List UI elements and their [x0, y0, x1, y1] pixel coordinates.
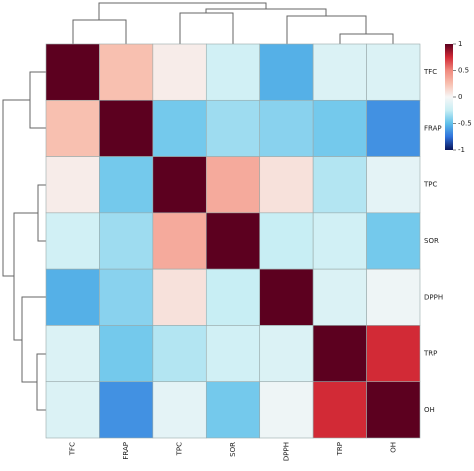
- heatmap-cell: [152, 156, 207, 214]
- heatmap-cell: [259, 325, 314, 383]
- heatmap-cell: [312, 156, 367, 214]
- heatmap-cell: [366, 99, 421, 157]
- x-tick-label: OH: [389, 442, 397, 453]
- heatmap-cell: [45, 99, 100, 157]
- heatmap-cell: [259, 381, 314, 439]
- y-tick-label: SOR: [424, 237, 439, 245]
- heatmap-cell: [312, 43, 367, 101]
- heatmap-cell: [99, 212, 154, 270]
- y-tick-label: FRAP: [424, 124, 442, 132]
- x-tick-label: TFC: [69, 442, 77, 456]
- colorbar-tick-label: 0: [458, 93, 462, 101]
- heatmap-cell: [205, 43, 261, 101]
- x-tick-label: TRP: [336, 442, 344, 456]
- heatmap-cell: [312, 212, 367, 270]
- heatmap-cell: [152, 43, 207, 101]
- heatmap-cell: [312, 381, 367, 439]
- heatmap-cell: [366, 268, 421, 326]
- x-tick-label: TPC: [176, 442, 184, 456]
- colorbar-tick-label: 1: [458, 40, 462, 48]
- heatmap-cell: [45, 325, 100, 383]
- heatmap-cell: [312, 99, 367, 157]
- heatmap-cell: [205, 156, 261, 214]
- heatmap-cell: [259, 43, 314, 101]
- x-tick-label: SOR: [229, 442, 237, 457]
- heatmap-cell: [45, 268, 100, 326]
- heatmap-cell: [366, 381, 421, 439]
- heatmap-cell: [99, 325, 154, 383]
- heatmap-cell: [45, 212, 100, 270]
- colorbar: [445, 44, 453, 150]
- y-tick-label: TPC: [423, 181, 437, 189]
- heatmap-cell: [205, 212, 261, 270]
- heatmap-cell: [152, 99, 207, 157]
- heatmap-cell: [312, 268, 367, 326]
- heatmap-cell: [312, 325, 367, 383]
- x-tick-label: FRAP: [122, 442, 130, 460]
- heatmap-cell: [99, 43, 154, 101]
- heatmap-cell: [366, 43, 421, 101]
- heatmap-cell: [99, 268, 154, 326]
- heatmap-cell: [152, 212, 207, 270]
- colorbar-tick-label: 0.5: [458, 67, 469, 75]
- heatmap-cell: [259, 99, 314, 157]
- colorbar-tick-label: -0.5: [458, 120, 472, 128]
- heatmap-cell: [152, 381, 207, 439]
- heatmap-cell: [366, 212, 421, 270]
- row-dendrogram: [2, 71, 46, 411]
- heatmap-cell: [45, 156, 100, 214]
- heatmap-cell: [152, 325, 207, 383]
- y-tick-label: TFC: [423, 68, 437, 76]
- heatmap-cell: [45, 43, 100, 101]
- y-tick-label: OH: [424, 406, 435, 414]
- heatmap-cell: [99, 99, 154, 157]
- heatmap-cell: [45, 381, 100, 439]
- heatmap-cell: [99, 156, 154, 214]
- heatmap-cell: [205, 99, 261, 157]
- colorbar-tick-label: -1: [458, 146, 465, 154]
- heatmap-cell: [259, 268, 314, 326]
- heatmap-cell: [366, 325, 421, 383]
- column-dendrogram: [72, 2, 394, 44]
- x-tick-label: DPPH: [282, 442, 290, 461]
- heatmap-cell: [205, 268, 261, 326]
- heatmap-cell: [205, 381, 261, 439]
- y-tick-label: DPPH: [424, 293, 443, 301]
- y-tick-label: TRP: [423, 350, 437, 358]
- heatmap-cell: [152, 268, 207, 326]
- heatmap-cell: [366, 156, 421, 214]
- heatmap-cell: [99, 381, 154, 439]
- heatmap-cell: [259, 156, 314, 214]
- heatmap-cell: [259, 212, 314, 270]
- heatmap-cell: [205, 325, 261, 383]
